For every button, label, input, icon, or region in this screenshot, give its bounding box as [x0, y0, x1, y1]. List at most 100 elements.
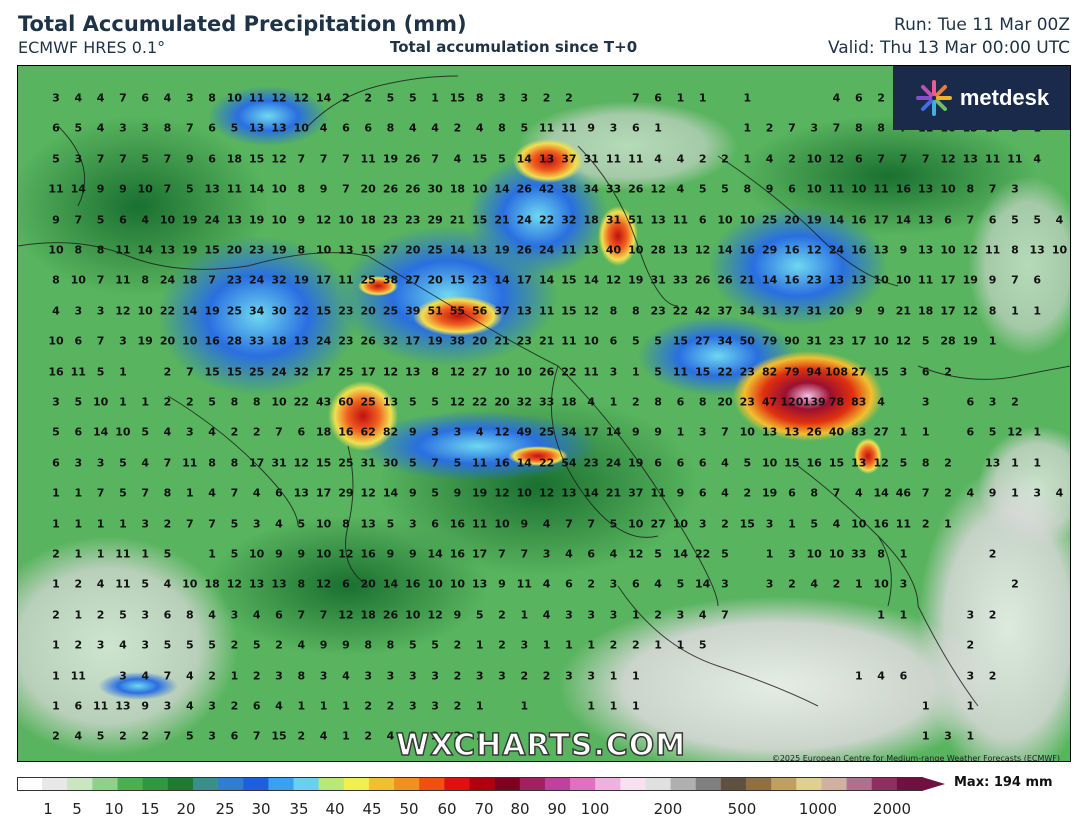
grid-value: 15 — [449, 91, 466, 105]
grid-value: 10 — [182, 577, 198, 591]
grid-value: 3 — [609, 577, 618, 591]
grid-value: 5 — [386, 91, 395, 105]
grid-value: 31 — [605, 213, 622, 227]
grid-value: 15 — [472, 152, 488, 166]
grid-value: 21 — [538, 334, 555, 348]
scale-swatch — [645, 777, 672, 791]
grid-value: 11 — [516, 577, 532, 591]
grid-value: 2 — [721, 152, 729, 166]
grid-value: 24 — [249, 273, 265, 287]
grid-value: 7 — [230, 486, 239, 500]
grid-value: 5 — [743, 456, 752, 470]
grid-value: 3 — [431, 729, 439, 743]
grid-value: 13 — [984, 456, 1001, 470]
grid-value: 9 — [520, 517, 529, 531]
grid-value: 2 — [877, 91, 885, 105]
grid-value: 34 — [717, 334, 733, 348]
grid-value: 2 — [966, 638, 975, 652]
grid-value: 24 — [605, 456, 622, 470]
grid-value: 1 — [1011, 486, 1019, 500]
grid-value: 6 — [698, 213, 707, 227]
grid-value: 6 — [141, 91, 150, 105]
grid-value: 8 — [163, 486, 172, 500]
grid-value: 34 — [561, 425, 577, 439]
grid-value: 16 — [739, 243, 755, 257]
grid-value: 7 — [832, 121, 841, 135]
grid-value: 12 — [338, 547, 354, 561]
scale-swatch — [595, 777, 621, 791]
grid-value: 2 — [364, 91, 373, 105]
grid-value: 10 — [895, 273, 912, 287]
grid-value: 1 — [631, 365, 640, 379]
grid-value: 5 — [230, 517, 239, 531]
grid-value: 14 — [583, 486, 599, 500]
grid-value: 7 — [498, 547, 506, 561]
grid-value: 10 — [338, 213, 354, 227]
grid-value: 32 — [293, 365, 309, 379]
grid-value: 11 — [115, 577, 131, 591]
grid-value: 8 — [498, 121, 506, 135]
grid-value: 3 — [74, 456, 83, 470]
grid-value: 7 — [565, 517, 573, 531]
grid-value: 6 — [364, 121, 373, 135]
grid-value: 4 — [832, 91, 841, 105]
grid-value: 4 — [163, 91, 172, 105]
grid-value: 6 — [631, 577, 640, 591]
grid-value: 1 — [1033, 425, 1042, 439]
grid-value: 3 — [609, 365, 618, 379]
scale-swatch — [720, 777, 747, 791]
grid-value: 26 — [405, 182, 421, 196]
grid-value: 19 — [628, 273, 644, 287]
grid-value: 30 — [427, 182, 443, 196]
grid-value: 2 — [386, 699, 395, 713]
grid-value: 2 — [96, 608, 105, 622]
grid-value: 22 — [695, 547, 711, 561]
grid-value: 23 — [226, 273, 243, 287]
grid-value: 3 — [565, 669, 573, 683]
grid-value: 2 — [988, 547, 997, 561]
scale-swatch — [67, 777, 93, 791]
grid-value: 8 — [877, 547, 885, 561]
grid-value: 4 — [1055, 486, 1064, 500]
grid-value: 26 — [405, 152, 421, 166]
grid-value: 2 — [1011, 577, 1019, 591]
grid-value: 5 — [185, 638, 194, 652]
grid-value: 12 — [382, 365, 399, 379]
grid-value: 9 — [988, 273, 997, 287]
grid-value: 10 — [271, 213, 287, 227]
grid-value: 7 — [899, 152, 908, 166]
grid-value: 12 — [315, 577, 332, 591]
grid-value: 5 — [1033, 213, 1042, 227]
grid-value: 1 — [431, 91, 439, 105]
grid-value: 1 — [342, 729, 350, 743]
grid-value: 10 — [293, 121, 309, 135]
grid-value: 10 — [405, 608, 421, 622]
grid-value: 17 — [249, 456, 265, 470]
grid-value: 21 — [605, 486, 622, 500]
grid-value: 6 — [788, 486, 796, 500]
grid-value: 10 — [516, 486, 532, 500]
grid-value: 1 — [52, 517, 60, 531]
grid-value: 9 — [52, 213, 60, 227]
precipitation-map[interactable]: 3447643810111212142255115833227611146258… — [17, 65, 1071, 762]
grid-value: 5 — [119, 456, 127, 470]
grid-value: 7 — [587, 517, 596, 531]
grid-value: 8 — [609, 304, 618, 318]
scale-tick-label: 35 — [289, 800, 309, 818]
grid-value: 11 — [70, 365, 86, 379]
grid-value: 26 — [695, 273, 711, 287]
grid-value: 9 — [408, 425, 417, 439]
grid-value: 31 — [761, 304, 778, 318]
grid-value: 2 — [631, 638, 640, 652]
grid-value: 18 — [315, 425, 332, 439]
grid-value: 5 — [899, 456, 908, 470]
grid-value: 10 — [427, 577, 443, 591]
grid-value: 4 — [475, 425, 484, 439]
grid-value: 4 — [475, 121, 484, 135]
grid-value: 16 — [405, 577, 421, 591]
grid-value: 10 — [137, 304, 153, 318]
grid-value: 2 — [208, 669, 216, 683]
grid-value: 1 — [141, 395, 150, 409]
grid-value: 13 — [918, 243, 934, 257]
grid-value: 25 — [226, 304, 243, 318]
